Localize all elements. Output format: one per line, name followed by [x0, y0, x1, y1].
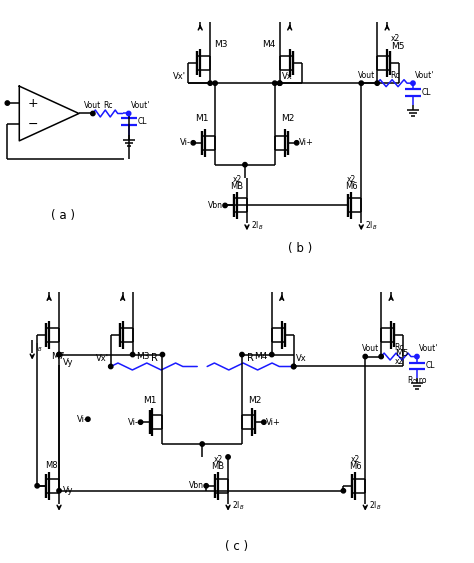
Circle shape	[240, 352, 244, 357]
Text: M6: M6	[345, 182, 358, 191]
Text: Vx': Vx'	[96, 354, 109, 363]
Text: x2: x2	[395, 357, 404, 366]
Circle shape	[411, 81, 415, 86]
Text: Vbn: Vbn	[189, 481, 204, 490]
Text: Vout': Vout'	[419, 344, 438, 353]
Text: Rc: Rc	[394, 343, 404, 352]
Circle shape	[278, 81, 282, 86]
Text: Vout: Vout	[84, 101, 101, 110]
Text: Vx: Vx	[282, 72, 292, 81]
Circle shape	[223, 203, 227, 208]
Text: Vout: Vout	[358, 71, 375, 80]
Text: Vx': Vx'	[173, 72, 186, 81]
Text: M1: M1	[143, 396, 156, 405]
Text: x2: x2	[213, 455, 223, 464]
Text: +: +	[28, 96, 38, 110]
Text: Vi+: Vi+	[266, 418, 281, 427]
Circle shape	[270, 352, 274, 357]
Circle shape	[200, 442, 204, 446]
Circle shape	[127, 111, 131, 115]
Text: Vy: Vy	[63, 486, 73, 495]
Circle shape	[359, 81, 364, 86]
Text: 2I$_B$: 2I$_B$	[232, 499, 245, 512]
Text: 2I$_B$: 2I$_B$	[369, 499, 382, 512]
Text: 2I$_B$: 2I$_B$	[365, 219, 378, 231]
Circle shape	[379, 354, 383, 359]
Text: M7: M7	[51, 352, 64, 361]
Text: M2: M2	[248, 396, 262, 405]
Text: Vbn: Vbn	[208, 201, 223, 210]
Circle shape	[5, 101, 9, 105]
Text: M4: M4	[255, 352, 268, 361]
Circle shape	[91, 111, 95, 115]
Text: CL: CL	[422, 88, 431, 97]
Circle shape	[130, 352, 135, 357]
Text: M8: M8	[45, 462, 57, 471]
Circle shape	[363, 354, 367, 359]
Text: Vout: Vout	[362, 344, 379, 353]
Text: ( c ): ( c )	[226, 540, 248, 553]
Text: Vout': Vout'	[131, 101, 150, 110]
Text: CL: CL	[426, 361, 436, 370]
Circle shape	[160, 352, 164, 357]
Text: Vi-: Vi-	[128, 418, 138, 427]
Text: Vi-: Vi-	[180, 138, 191, 148]
Circle shape	[375, 81, 379, 86]
Text: M1: M1	[195, 114, 209, 123]
Text: 2I$_B$: 2I$_B$	[251, 219, 264, 231]
Circle shape	[278, 81, 282, 86]
Text: MB: MB	[230, 182, 244, 191]
Circle shape	[243, 163, 247, 167]
Circle shape	[57, 489, 61, 493]
Circle shape	[57, 352, 61, 357]
Circle shape	[226, 455, 230, 459]
Text: R: R	[151, 352, 157, 363]
Text: Vi+: Vi+	[299, 138, 313, 148]
Circle shape	[262, 420, 266, 425]
Circle shape	[138, 420, 143, 425]
Circle shape	[294, 141, 299, 145]
Text: Vy: Vy	[63, 358, 73, 367]
Text: M3: M3	[214, 40, 228, 49]
Text: x2: x2	[351, 455, 360, 464]
Circle shape	[191, 141, 195, 145]
Circle shape	[57, 352, 61, 357]
Circle shape	[204, 484, 209, 488]
Circle shape	[35, 484, 39, 488]
Text: M5: M5	[391, 42, 405, 51]
Text: M5: M5	[395, 349, 409, 358]
Text: Vout': Vout'	[415, 71, 434, 80]
Circle shape	[208, 81, 212, 86]
Text: ( b ): ( b )	[288, 242, 312, 254]
Text: CL: CL	[137, 117, 147, 126]
Text: x2: x2	[391, 34, 401, 43]
Circle shape	[273, 81, 277, 86]
Text: Rc: Rc	[103, 101, 112, 110]
Text: Vi-: Vi-	[77, 415, 88, 424]
Text: R: R	[247, 352, 254, 363]
Text: MB: MB	[211, 462, 225, 471]
Text: Vx: Vx	[296, 354, 306, 363]
Circle shape	[415, 354, 419, 359]
Circle shape	[341, 489, 346, 493]
Text: ( a ): ( a )	[51, 209, 75, 222]
Circle shape	[86, 417, 90, 421]
Text: x2: x2	[346, 175, 356, 184]
Text: Rc: Rc	[390, 71, 400, 80]
Text: M6: M6	[349, 462, 362, 471]
Text: −: −	[28, 118, 38, 131]
Circle shape	[109, 364, 113, 369]
Text: I$_B$: I$_B$	[35, 341, 43, 354]
Circle shape	[292, 364, 296, 369]
Text: M2: M2	[281, 114, 294, 123]
Text: M3: M3	[137, 352, 150, 361]
Text: x2: x2	[232, 175, 242, 184]
Text: M4: M4	[263, 40, 276, 49]
Circle shape	[213, 81, 217, 86]
Circle shape	[292, 364, 296, 369]
Text: R~ro: R~ro	[407, 376, 427, 385]
